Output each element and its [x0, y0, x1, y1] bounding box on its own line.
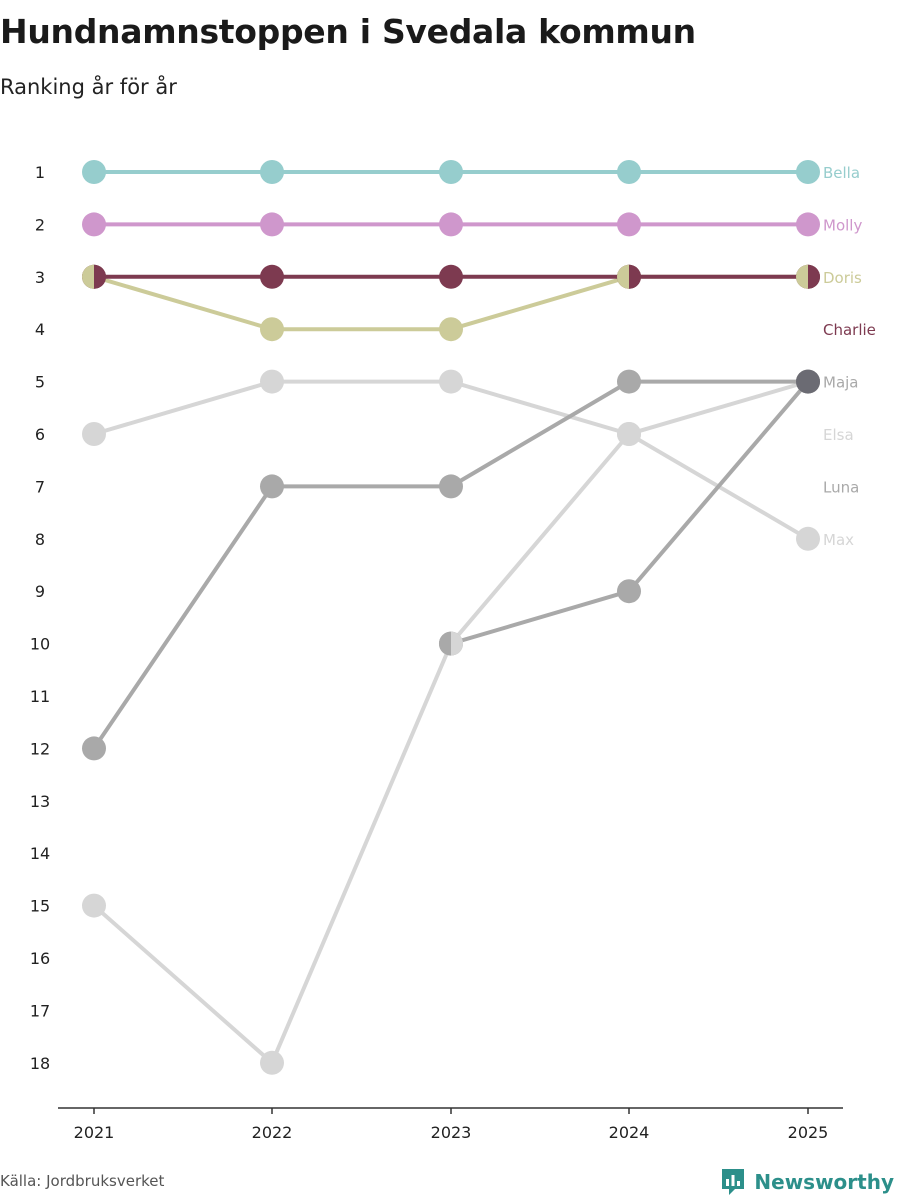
- data-point-bella: [617, 160, 641, 184]
- series-label-molly: Molly: [823, 216, 862, 234]
- x-tick-label: 2022: [252, 1123, 293, 1142]
- series-label-luna: Luna: [823, 478, 859, 496]
- y-tick-label: 13: [30, 792, 50, 811]
- data-point-max: [82, 422, 106, 446]
- y-tick-label: 5: [35, 373, 45, 392]
- x-tick-label: 2023: [431, 1123, 472, 1142]
- series-line-luna: [450, 380, 810, 646]
- data-point-bella: [82, 160, 106, 184]
- shared-point-marker: [796, 264, 808, 289]
- data-point-elsa: [260, 1050, 284, 1075]
- shared-point-marker: [617, 264, 629, 289]
- series-label-max: Max: [823, 531, 854, 549]
- series-label-charlie: Charlie: [823, 321, 876, 339]
- data-point-doris: [439, 317, 463, 342]
- x-tick-label: 2021: [74, 1123, 115, 1142]
- data-point-maja: [82, 736, 106, 761]
- y-tick-label: 3: [35, 268, 45, 287]
- shared-point-marker: [808, 264, 820, 289]
- series-label-doris: Doris: [823, 269, 862, 287]
- data-point-bella: [439, 160, 463, 184]
- shared-point-marker: [451, 631, 464, 656]
- data-point-luna: [617, 579, 641, 604]
- data-point-molly: [617, 212, 641, 237]
- data-point-molly: [439, 212, 463, 237]
- y-tick-label: 17: [30, 1001, 50, 1020]
- chart-subtitle: Ranking år för år: [0, 75, 177, 99]
- source-note: Källa: Jordbruksverket: [0, 1172, 165, 1190]
- data-point-maja: [260, 474, 284, 499]
- series-points: [82, 160, 820, 1075]
- data-point-elsa: [82, 893, 106, 918]
- y-tick-label: 18: [30, 1054, 50, 1073]
- x-axis: 2021 2022 2023 2024 2025: [58, 1107, 843, 1142]
- series-line-max: [93, 379, 810, 541]
- series-labels: Bella Molly Doris Charlie Maja Elsa Luna Max: [823, 164, 876, 549]
- y-tick-label: 10: [30, 635, 50, 654]
- data-point-max: [617, 422, 641, 446]
- shared-point-marker: [82, 264, 94, 289]
- y-tick-label: 2: [35, 215, 45, 234]
- series-lines: [92, 170, 810, 1065]
- data-point-max: [260, 369, 284, 394]
- newsworthy-icon: [722, 1169, 745, 1195]
- shared-point-marker: [796, 369, 808, 394]
- shared-point-marker: [808, 369, 820, 394]
- shared-point-marker: [439, 631, 451, 656]
- x-tick-label: 2024: [609, 1123, 650, 1142]
- y-tick-label: 7: [35, 477, 45, 496]
- series-line-maja: [92, 379, 808, 750]
- y-tick-label: 14: [30, 844, 50, 863]
- brand-logo[interactable]: Newsworthy: [720, 1167, 894, 1197]
- y-tick-label: 12: [30, 739, 50, 758]
- data-point-molly: [796, 212, 820, 237]
- x-tick-label: 2025: [788, 1123, 829, 1142]
- data-point-doris: [260, 317, 284, 342]
- y-tick-label: 11: [30, 687, 50, 706]
- data-point-charlie: [260, 264, 284, 289]
- series-label-elsa: Elsa: [823, 426, 854, 444]
- data-point-maja: [439, 474, 463, 499]
- data-point-bella: [260, 160, 284, 184]
- data-point-molly: [260, 212, 284, 237]
- series-label-bella: Bella: [823, 164, 860, 182]
- data-point-charlie: [439, 264, 463, 289]
- data-point-maja: [617, 369, 641, 394]
- data-point-max: [439, 369, 463, 394]
- y-tick-label: 4: [35, 320, 45, 339]
- shared-point-marker: [629, 264, 641, 289]
- data-point-molly: [82, 212, 106, 237]
- y-tick-label: 15: [30, 897, 50, 916]
- y-tick-label: 9: [35, 582, 45, 601]
- chart-title: Hundnamnstoppen i Svedala kommun: [0, 12, 696, 51]
- data-point-max: [796, 526, 820, 551]
- y-tick-label: 16: [30, 949, 50, 968]
- brand-name: Newsworthy: [754, 1170, 894, 1194]
- shared-point-marker: [94, 264, 107, 289]
- y-tick-label: 6: [35, 425, 45, 444]
- y-tick-label: 8: [35, 530, 45, 549]
- y-tick-label: 1: [35, 163, 45, 182]
- series-label-maja: Maja: [823, 374, 859, 392]
- data-point-bella: [796, 160, 820, 184]
